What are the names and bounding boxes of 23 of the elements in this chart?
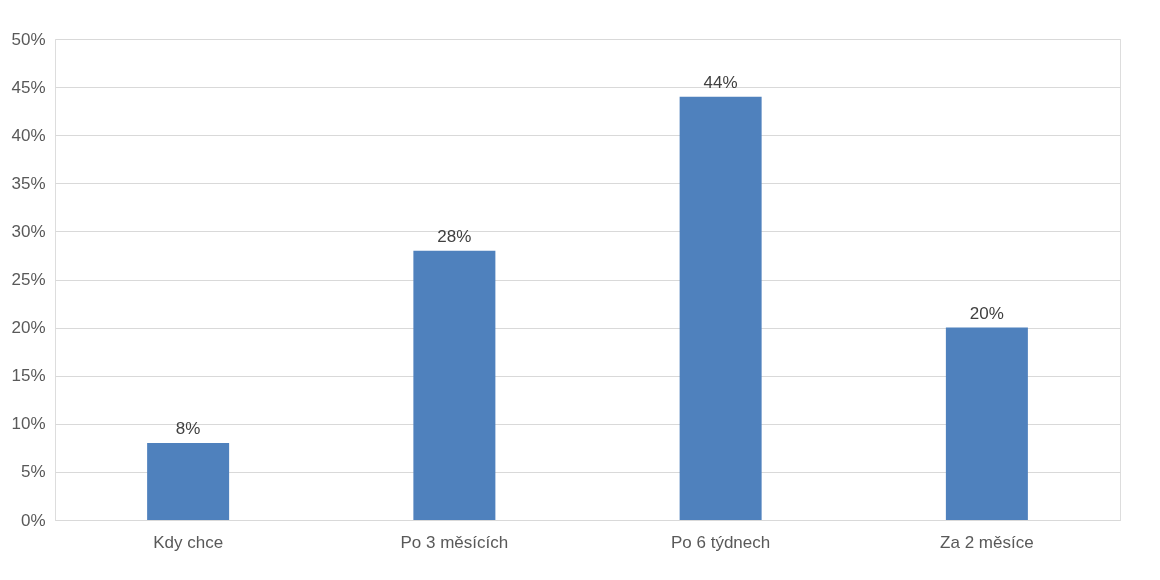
y-tick-label: 45% (11, 77, 46, 97)
x-tick-label: Po 3 měsících (400, 532, 509, 552)
y-tick-label: 50% (11, 29, 46, 49)
bar (945, 327, 1028, 520)
y-tick-label: 30% (11, 221, 46, 241)
y-tick-label: 5% (20, 462, 46, 482)
data-label: 8% (175, 419, 201, 439)
y-tick-label: 0% (20, 510, 46, 530)
y-tick-label: 10% (11, 414, 46, 434)
x-tick-label: Za 2 měsíce (940, 532, 1034, 552)
data-label: 44% (703, 72, 738, 92)
data-label: 20% (969, 303, 1004, 323)
bar (413, 250, 496, 520)
bar (679, 96, 762, 520)
x-tick-label: Kdy chce (153, 532, 224, 552)
y-tick-label: 15% (11, 366, 46, 386)
y-tick-label: 20% (11, 318, 46, 338)
x-tick-label: Po 6 týdnech (671, 532, 771, 552)
y-tick-label: 40% (11, 125, 46, 145)
y-tick-label: 25% (11, 270, 46, 289)
y-tick-label: 35% (11, 173, 46, 193)
data-label: 28% (437, 226, 472, 246)
bar (147, 443, 230, 520)
